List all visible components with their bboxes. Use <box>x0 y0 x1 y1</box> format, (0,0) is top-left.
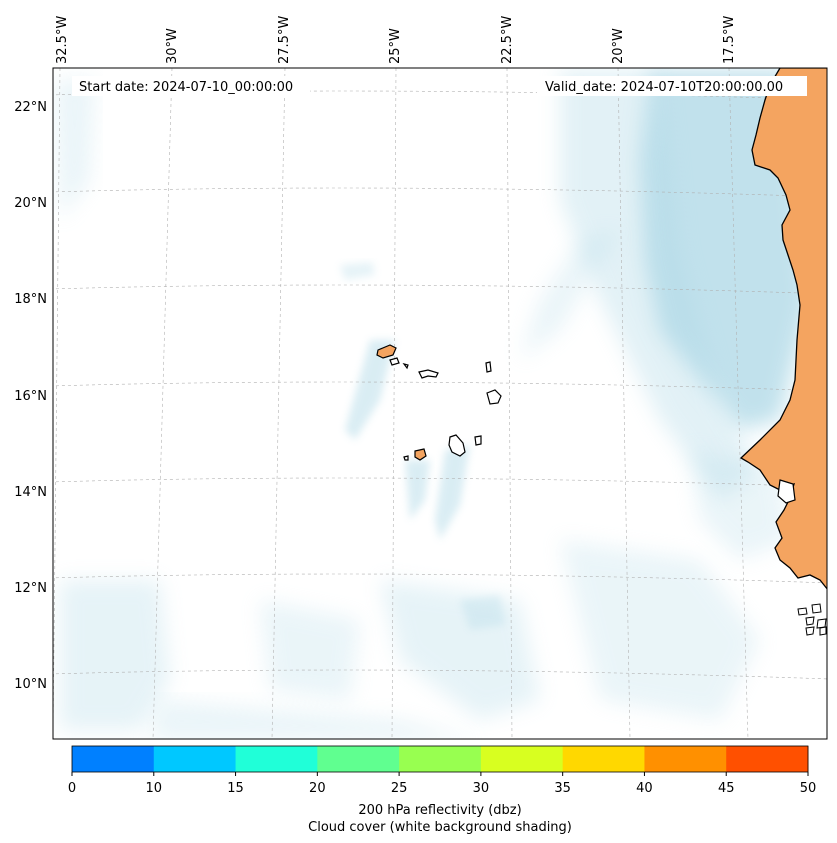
colorbar-segment <box>399 746 482 772</box>
colorbar-tick-label: 30 <box>473 781 490 796</box>
colorbar: 0 10 15 20 25 30 35 40 45 50 <box>68 745 817 796</box>
start-date-label: Start date: 2024-07-10_00:00:00 <box>79 80 293 95</box>
lat-label: 12°N <box>14 581 47 596</box>
colorbar-tick-label: 50 <box>800 781 817 796</box>
map-frame <box>52 67 828 740</box>
lat-label: 10°N <box>14 677 47 692</box>
lat-label: 22°N <box>14 100 47 115</box>
colorbar-segment <box>72 746 155 772</box>
island-sao-vicente <box>389 357 400 366</box>
colorbar-tick-label: 15 <box>227 781 244 796</box>
island-boa-vista <box>486 389 502 405</box>
colorbar-tick-label: 40 <box>636 781 653 796</box>
map-content <box>53 68 827 739</box>
colorbar-segment <box>562 746 645 772</box>
lon-label: 32.5°W <box>55 16 70 64</box>
colorbar-segment <box>644 746 727 772</box>
graticule <box>53 68 827 739</box>
colorbar-tick-label: 20 <box>309 781 326 796</box>
island-santo-antao <box>376 344 397 359</box>
colorbar-label: 200 hPa reflectivity (dbz) <box>358 803 521 818</box>
lat-label: 14°N <box>14 485 47 500</box>
island-sao-nicolau <box>418 369 439 379</box>
start-date-box <box>72 76 310 96</box>
colorbar-tick-label: 0 <box>68 781 76 796</box>
latitude-labels: 22°N 20°N 18°N 16°N 14°N 12°N 10°N <box>14 100 47 692</box>
island-sal <box>485 361 492 373</box>
longitude-labels: 32.5°W 30°W 27.5°W 25°W 22.5°W 20°W 17.5… <box>55 16 737 64</box>
coast-inlet <box>777 479 796 504</box>
colorbar-frame <box>71 745 809 773</box>
lon-label: 30°W <box>165 28 180 64</box>
lon-label: 17.5°W <box>722 16 737 64</box>
colorbar-segment <box>726 746 809 772</box>
lat-label: 20°N <box>14 196 47 211</box>
island-santiago <box>448 434 466 457</box>
colorbar-tick-label: 45 <box>718 781 735 796</box>
colorbar-tick-label: 25 <box>391 781 408 796</box>
island-fogo <box>414 448 427 461</box>
island-maio <box>474 435 482 446</box>
lon-label: 22.5°W <box>500 16 515 64</box>
valid-date-box <box>537 76 807 96</box>
lat-label: 18°N <box>14 292 47 307</box>
lon-label: 25°W <box>388 28 403 64</box>
colorbar-segment <box>235 746 318 772</box>
colorbar-segment <box>153 746 237 772</box>
lon-label: 27.5°W <box>277 16 292 64</box>
island-santa-luzia <box>402 363 409 370</box>
island-brava <box>403 455 409 461</box>
colorbar-tick-label: 35 <box>554 781 571 796</box>
lon-label: 20°W <box>611 28 626 64</box>
lat-label: 16°N <box>14 389 47 404</box>
colorbar-segment <box>317 746 400 772</box>
mainland-africa <box>739 68 827 590</box>
bissagos-islands <box>797 603 827 636</box>
valid-date-label: Valid_date: 2024-07-10T20:00:00.00 <box>545 80 783 95</box>
colorbar-sublabel: Cloud cover (white background shading) <box>308 820 572 835</box>
cape-verde-islands <box>376 344 502 461</box>
colorbar-segment <box>480 746 564 772</box>
colorbar-tick-label: 10 <box>146 781 163 796</box>
